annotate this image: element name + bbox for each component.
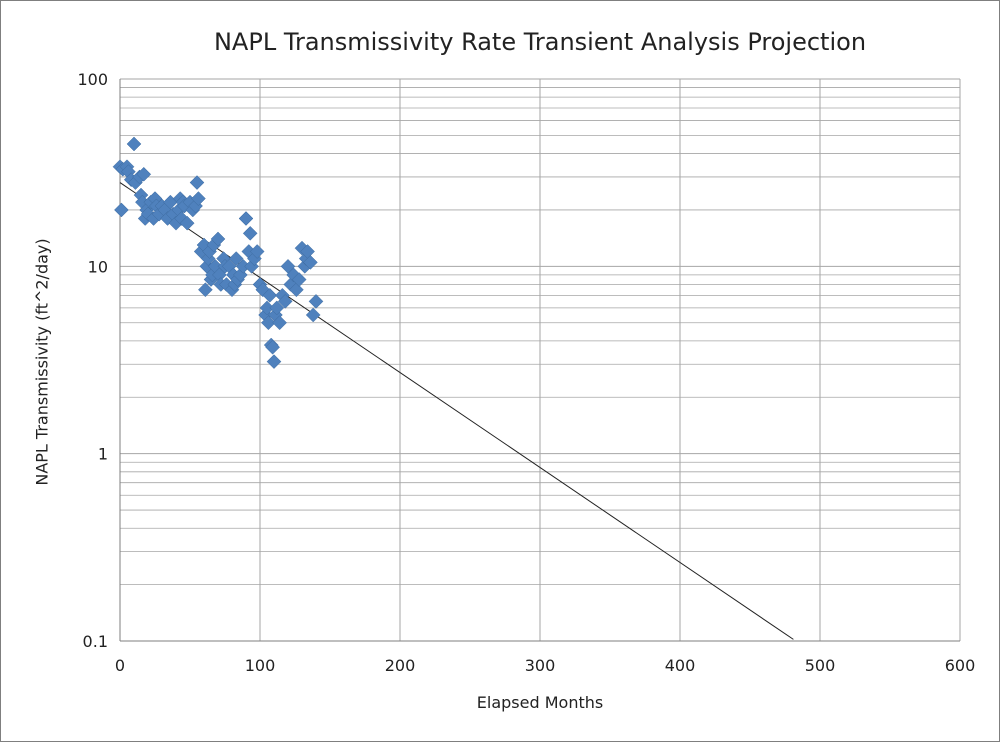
data-point [272,315,287,331]
trendline-segment [119,182,794,640]
x-tick-labels: 0 100 200 300 400 500 600 [115,656,975,675]
grid-lines [119,78,961,642]
y-tick-label: 10 [88,257,108,276]
y-axis-label: NAPL Transmissivity (ft^2/day) [32,238,52,486]
data-point [289,282,304,298]
data-point [261,315,276,331]
data-point [277,294,293,309]
data-point [305,307,321,323]
data-point [259,300,275,316]
data-point [126,136,142,152]
data-point [189,175,205,190]
data-point [265,339,280,355]
data-point [303,255,318,270]
data-points [112,136,324,369]
y-tick-label: 100 [77,70,108,89]
data-point [136,166,152,182]
y-tick-labels: 0.1 1 10 100 [77,70,108,651]
data-point [308,294,324,309]
data-point [114,202,129,218]
data-point [228,251,244,266]
data-point [191,191,206,206]
x-tick-label: 0 [115,656,125,675]
data-point [210,231,226,247]
chart-title: NAPL Transmissivity Rate Transient Analy… [213,28,867,56]
y-tick-label: 1 [98,445,108,464]
data-point [249,244,265,259]
x-tick-label: 200 [385,656,416,675]
data-point [242,225,258,241]
x-axis-label: Elapsed Months [476,693,604,712]
data-point [269,300,285,316]
x-tick-label: 300 [525,656,556,675]
y-tick-label: 0.1 [83,632,108,651]
trendline [119,182,794,640]
data-point [238,211,254,226]
data-point [266,354,282,369]
x-tick-label: 400 [665,656,696,675]
data-point [291,272,307,287]
x-tick-label: 100 [245,656,276,675]
data-point [262,287,278,303]
x-tick-label: 600 [945,656,976,675]
data-point [198,282,213,298]
x-tick-label: 500 [805,656,836,675]
data-point [179,215,195,231]
